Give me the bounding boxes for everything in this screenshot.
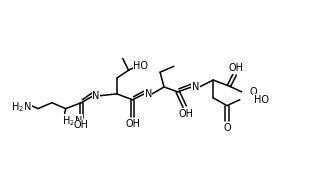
Text: HO: HO (254, 95, 268, 105)
Text: OH: OH (178, 108, 193, 118)
Text: OH: OH (74, 120, 89, 130)
Text: H$_2$N: H$_2$N (62, 114, 82, 128)
Text: O: O (250, 87, 257, 97)
Text: N: N (92, 91, 100, 101)
Text: HO: HO (133, 61, 148, 71)
Text: OH: OH (125, 119, 140, 129)
Text: O: O (223, 123, 231, 133)
Text: OH: OH (228, 63, 243, 73)
Text: N: N (144, 89, 152, 99)
Text: N: N (192, 82, 199, 92)
Text: H$_2$N: H$_2$N (11, 100, 31, 114)
